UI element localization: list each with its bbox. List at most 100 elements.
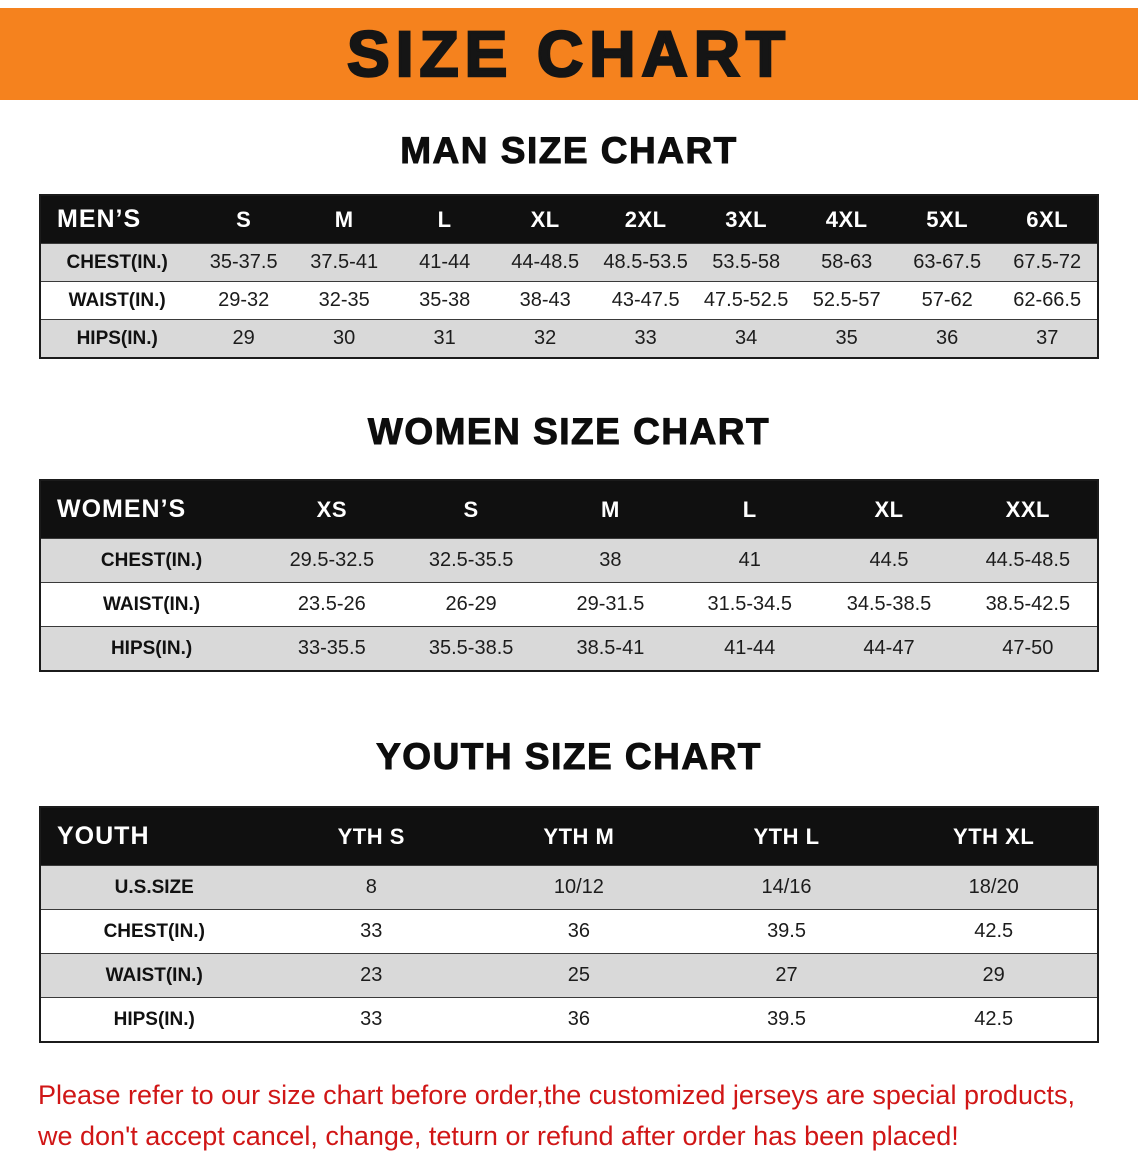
measurement-value-cell: 37 [997,319,1098,358]
table-title-cell: YOUTH [40,807,268,866]
measurement-value-cell: 48.5-53.5 [595,243,696,282]
measurement-value-cell: 47-50 [958,626,1098,671]
disclaimer-line-2: we don't accept cancel, change, teturn o… [38,1120,959,1151]
measurement-value-cell: 25 [475,953,683,998]
measurement-value-cell: 29.5-32.5 [262,538,402,583]
size-column-header: 4XL [796,195,897,244]
measurement-value-cell: 33 [267,909,476,954]
measurement-value-cell: 42.5 [890,909,1098,954]
measurement-value-cell: 38 [540,538,681,583]
youth-size-table: YOUTH YTH S YTH M YTH L YTH XL U.S.SIZE 8 10/12… [39,806,1099,1043]
measurement-label-cell: HIPS(IN.) [40,997,268,1042]
measurement-value-cell: 29-32 [193,281,294,320]
measurement-value-cell: 67.5-72 [997,243,1098,282]
measurement-label-cell: U.S.SIZE [40,865,268,910]
youth-size-section: YOUTH SIZE CHART YOUTH YTH S YTH M YTH L YTH… [0,736,1138,1043]
measurement-value-cell: 62-66.5 [997,281,1098,320]
measurement-value-cell: 43-47.5 [595,281,696,320]
size-column-header: XL [819,480,959,539]
measurement-value-cell: 44-47 [819,626,959,671]
size-column-header: 5XL [896,195,998,244]
size-column-header: S [401,480,541,539]
measurement-value-cell: 41-44 [394,243,495,282]
size-column-header: YTH XL [890,807,1098,866]
table-header-row: YOUTH YTH S YTH M YTH L YTH XL [40,807,1098,866]
measurement-label-cell: HIPS(IN.) [40,319,194,358]
size-column-header: YTH L [682,807,891,866]
measurement-value-cell: 47.5-52.5 [695,281,797,320]
size-chart-banner: SIZE CHART [0,8,1138,100]
table-row: U.S.SIZE 8 10/12 14/16 18/20 [40,865,1098,910]
women-size-heading: WOMEN SIZE CHART [367,411,771,453]
size-column-header: XS [262,480,402,539]
table-row: WAIST(IN.) 23 25 27 29 [40,953,1098,998]
youth-size-heading: YOUTH SIZE CHART [376,736,762,778]
measurement-label-cell: HIPS(IN.) [40,626,263,671]
measurement-value-cell: 58-63 [796,243,897,282]
measurement-value-cell: 52.5-57 [796,281,897,320]
measurement-value-cell: 32.5-35.5 [401,538,541,583]
measurement-label-cell: WAIST(IN.) [40,582,263,627]
measurement-value-cell: 23.5-26 [262,582,402,627]
measurement-value-cell: 8 [267,865,476,910]
measurement-value-cell: 44.5-48.5 [958,538,1098,583]
women-size-table: WOMEN’S XS S M L XL XXL CHEST(IN.) 29.5-32.5 32.5… [39,479,1099,672]
measurement-label-cell: CHEST(IN.) [40,243,194,282]
table-row: HIPS(IN.) 29 30 31 32 33 34 35 36 37 [40,319,1098,358]
measurement-value-cell: 35 [796,319,897,358]
measurement-value-cell: 63-67.5 [896,243,998,282]
measurement-value-cell: 35-38 [394,281,495,320]
measurement-value-cell: 32-35 [293,281,395,320]
size-column-header: 2XL [595,195,696,244]
size-column-header: L [680,480,820,539]
measurement-label-cell: WAIST(IN.) [40,953,268,998]
size-column-header: XXL [958,480,1098,539]
man-size-table: MEN’S S M L XL 2XL 3XL 4XL 5XL 6XL CHEST(IN.) 35-37… [39,194,1099,359]
measurement-value-cell: 57-62 [896,281,998,320]
measurement-value-cell: 44-48.5 [494,243,596,282]
measurement-value-cell: 33-35.5 [262,626,402,671]
measurement-value-cell: 38.5-41 [540,626,681,671]
size-column-header: M [540,480,681,539]
measurement-value-cell: 36 [475,909,683,954]
measurement-value-cell: 18/20 [890,865,1098,910]
measurement-value-cell: 37.5-41 [293,243,395,282]
table-title-cell: WOMEN’S [40,480,263,539]
size-column-header: YTH M [475,807,683,866]
table-row: CHEST(IN.) 33 36 39.5 42.5 [40,909,1098,954]
measurement-value-cell: 34.5-38.5 [819,582,959,627]
measurement-value-cell: 39.5 [682,997,891,1042]
measurement-value-cell: 29 [890,953,1098,998]
measurement-value-cell: 10/12 [475,865,683,910]
measurement-value-cell: 29-31.5 [540,582,681,627]
measurement-value-cell: 36 [896,319,998,358]
size-column-header: S [193,195,294,244]
measurement-label-cell: CHEST(IN.) [40,909,268,954]
measurement-value-cell: 29 [193,319,294,358]
table-title-cell: MEN’S [40,195,194,244]
size-column-header: 3XL [695,195,797,244]
measurement-value-cell: 34 [695,319,797,358]
table-row: CHEST(IN.) 35-37.5 37.5-41 41-44 44-48.5 48.5… [40,243,1098,282]
size-column-header: XL [494,195,596,244]
measurement-value-cell: 35.5-38.5 [401,626,541,671]
table-row: HIPS(IN.) 33 36 39.5 42.5 [40,997,1098,1042]
size-column-header: L [394,195,495,244]
disclaimer: Please refer to our size chart before or… [38,1075,1100,1156]
measurement-value-cell: 26-29 [401,582,541,627]
table-row: WAIST(IN.) 23.5-26 26-29 29-31.5 31.5-34.5 34… [40,582,1098,627]
measurement-value-cell: 27 [682,953,891,998]
measurement-value-cell: 23 [267,953,476,998]
disclaimer-line-1: Please refer to our size chart before or… [38,1080,1076,1110]
size-column-header: YTH S [267,807,476,866]
table-row: CHEST(IN.) 29.5-32.5 32.5-35.5 38 41 44.5 44.5… [40,538,1098,583]
measurement-value-cell: 14/16 [682,865,891,910]
measurement-value-cell: 53.5-58 [695,243,797,282]
measurement-value-cell: 32 [494,319,596,358]
measurement-value-cell: 30 [293,319,395,358]
man-size-section: MAN SIZE CHART MEN’S S M L XL 2XL 3XL 4XL 5XL 6XL… [0,130,1138,359]
measurement-value-cell: 31 [394,319,495,358]
measurement-value-cell: 38.5-42.5 [958,582,1098,627]
table-header-row: WOMEN’S XS S M L XL XXL [40,480,1098,539]
